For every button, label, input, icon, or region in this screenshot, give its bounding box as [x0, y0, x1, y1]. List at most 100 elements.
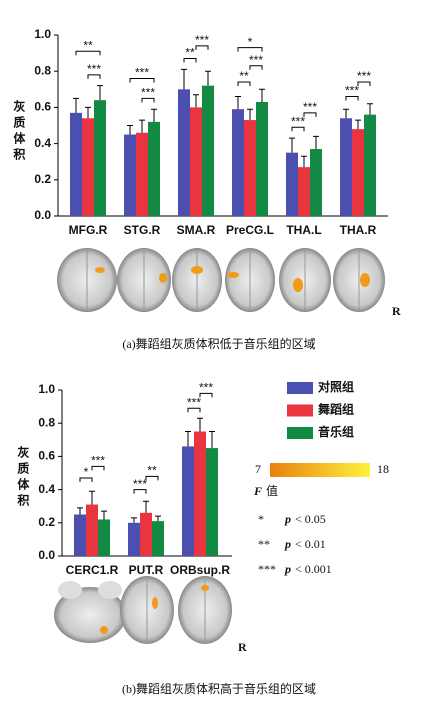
error-bar: [127, 125, 133, 135]
note-stars: **: [258, 537, 270, 551]
note-symbol: p: [284, 562, 291, 576]
error-bar: [235, 96, 241, 110]
legend-swatch: [287, 404, 313, 417]
side-label: R: [238, 640, 247, 654]
bar: [182, 446, 194, 556]
significance-bracket: [145, 475, 159, 481]
bar: [340, 118, 352, 216]
caption: (b)舞蹈组灰质体积高于音乐组的区域: [122, 681, 316, 696]
significance-bracket: [291, 126, 305, 132]
bar: [364, 114, 376, 216]
error-bar: [77, 507, 83, 515]
bar: [82, 118, 94, 216]
significance-label: ***: [249, 53, 263, 67]
significance-bracket: [195, 45, 209, 50]
y-tick-label: 0.6: [38, 449, 55, 463]
significance-label: ***: [291, 114, 305, 128]
significance-label: ***: [87, 62, 101, 76]
significance-label: **: [185, 46, 195, 60]
note-symbol: p: [284, 537, 291, 551]
y-tick-label: 0.8: [38, 415, 55, 429]
x-tick-label: SMA.R: [177, 223, 216, 237]
bar: [70, 112, 82, 216]
error-bar: [209, 431, 215, 449]
error-bar: [367, 103, 373, 115]
error-bar: [205, 70, 211, 86]
error-bar: [259, 88, 265, 102]
y-tick-label: 0.4: [38, 482, 55, 496]
significance-label: ***: [195, 33, 209, 47]
y-tick-label: 1.0: [34, 27, 51, 41]
bar: [136, 132, 148, 216]
significance-bracket: [129, 77, 155, 83]
significance-bracket: [303, 112, 317, 117]
brain-images-b: [54, 576, 232, 644]
y-axis-label: 灰质体积: [16, 445, 30, 510]
bar: [98, 519, 110, 556]
significance-label: *: [248, 35, 253, 49]
bar: [232, 109, 244, 216]
error-bar: [181, 68, 187, 90]
legend-label: 对照组: [318, 379, 354, 394]
error-bar: [89, 490, 95, 505]
significance-bracket: [237, 81, 251, 87]
note-text: < 0.05: [295, 512, 326, 526]
significance-bracket: [237, 47, 263, 52]
significance-bracket: [79, 477, 93, 482]
colorbar-min: 7: [255, 462, 261, 476]
significance-label: ***: [141, 86, 155, 100]
error-bar: [247, 108, 253, 121]
x-tick-label: STG.R: [124, 223, 161, 237]
error-bar: [313, 135, 319, 150]
chart: 0.0 0.2 0.4 0.6 0.8 1.0 灰质体积 CERC1.R PUT.R ORBsup…: [16, 380, 316, 695]
significance-bracket: [141, 97, 155, 103]
significance-bracket: [345, 96, 359, 101]
significance-bracket: [133, 489, 147, 494]
significance-bracket: [249, 65, 263, 70]
chart: 0.0 0.2 0.4 0.6 0.8 1.0 灰质体积 MFG.R STG.R SMA.R Pre…: [12, 27, 401, 351]
colorbar: [270, 463, 370, 477]
bar: [194, 431, 206, 556]
y-tick-label: 1.0: [38, 382, 55, 396]
error-bar: [301, 155, 307, 168]
significance-label: ***: [303, 100, 317, 114]
bar: [152, 521, 164, 556]
significance-label: **: [83, 38, 93, 52]
y-tick-label: 0.6: [34, 100, 51, 114]
error-bar: [197, 417, 203, 432]
x-tick-label: THA.L: [286, 223, 321, 237]
error-bar: [143, 500, 149, 513]
significance-bracket: [75, 50, 101, 56]
brain-images-a: [57, 248, 385, 312]
y-tick-label: 0.0: [38, 548, 55, 562]
note-text: < 0.001: [295, 562, 332, 576]
error-bar: [193, 94, 199, 108]
legend-label: 舞蹈组: [317, 402, 354, 417]
y-tick-label: 0.0: [34, 208, 51, 222]
note-symbol: p: [284, 512, 291, 526]
colorbar-label: 值: [266, 483, 278, 498]
caption: (a)舞蹈组灰质体积低于音乐组的区域: [122, 336, 315, 351]
error-bar: [289, 137, 295, 153]
significance-label: **: [147, 463, 157, 477]
side-label: R: [392, 304, 401, 318]
significance-label: *: [84, 465, 89, 479]
significance-label: ***: [135, 66, 149, 80]
significance-label: ***: [133, 477, 147, 491]
significance-label: ***: [357, 69, 371, 83]
error-bar: [155, 515, 161, 522]
note-stars: *: [258, 512, 264, 526]
error-bar: [131, 517, 137, 523]
bar: [140, 512, 152, 556]
error-bar: [97, 85, 103, 101]
colorbar-max: 18: [377, 462, 389, 476]
error-bar: [73, 97, 79, 113]
note-stars: ***: [258, 562, 276, 576]
bar: [310, 149, 322, 216]
x-tick-label: PreCG.L: [226, 223, 274, 237]
significance-label: ***: [91, 454, 105, 468]
bar: [124, 134, 136, 216]
bar: [74, 514, 86, 556]
significance-label: ***: [199, 380, 213, 394]
